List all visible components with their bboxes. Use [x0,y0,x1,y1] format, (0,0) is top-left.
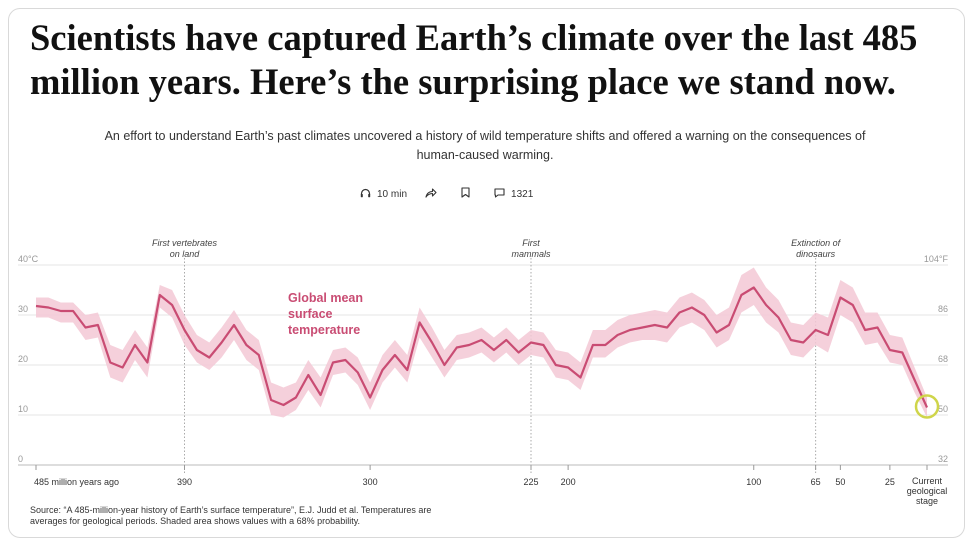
y-tick-label-right: 32 [938,454,948,464]
x-tick-label: 25 [885,477,895,487]
y-tick-label-right: 68 [938,354,948,364]
event-label: First vertebrates [152,238,218,248]
event-label: on land [170,249,201,259]
current-highlight-ring [914,394,940,419]
listen-button[interactable]: 10 min [360,188,407,201]
y-tick-label-left: 20 [18,354,28,364]
bookmark-button[interactable] [461,187,476,201]
y-tick-label-right: 104°F [924,254,949,264]
x-tick-label: 300 [363,477,378,487]
article-toolbar: 10 min 1321 [360,185,551,203]
bookmark-icon [461,187,470,201]
y-tick-label-left: 0 [18,454,23,464]
event-label: dinosaurs [796,249,836,259]
temperature-line [35,286,929,408]
x-tick-label: 65 [811,477,821,487]
event-label: mammals [511,249,551,259]
x-tick-label: 100 [746,477,761,487]
x-tick-label: 50 [835,477,845,487]
share-icon [425,187,437,201]
y-tick-label-left: 30 [18,304,28,314]
comments-count: 1321 [511,188,534,200]
series-label: Global mean [288,291,363,305]
x-tick-label: Current [912,476,943,486]
dek: An effort to understand Earth’s past cli… [104,129,866,162]
comment-icon [494,187,505,201]
y-tick-label-left: 40°C [18,254,39,264]
x-tick-label: 200 [561,477,576,487]
headline: Scientists have captured Earth’s climate… [30,17,918,102]
headphones-icon [360,188,371,201]
x-tick-label: 390 [177,477,192,487]
article-card [8,8,965,538]
x-tick-label: 225 [523,477,538,487]
series-label: surface [288,307,333,321]
x-tick-label: geological [907,486,948,496]
source-note: Source: “A 485-million-year history of E… [30,505,432,526]
uncertainty-band [36,267,927,418]
share-button[interactable] [425,187,443,201]
comments-button[interactable]: 1321 [494,187,534,201]
x-tick-label: stage [916,496,938,506]
y-tick-label-right: 50 [938,404,948,414]
series-label: temperature [288,323,360,337]
listen-duration: 10 min [377,188,408,200]
event-label: First [522,238,540,248]
y-tick-label-right: 86 [938,304,948,314]
event-label: Extinction of [791,238,842,248]
y-tick-label-left: 10 [18,404,28,414]
x-tick-label: 485 million years ago [34,477,119,487]
